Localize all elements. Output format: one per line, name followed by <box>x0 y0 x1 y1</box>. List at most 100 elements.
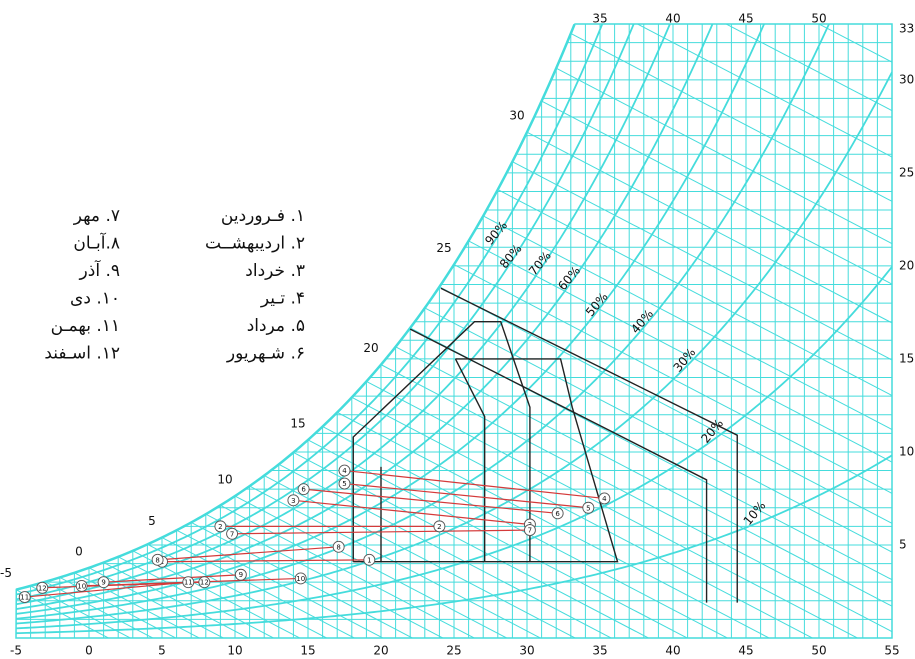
wet-bulb-line <box>234 495 507 638</box>
wet-bulb-line <box>731 23 892 638</box>
month-point: 8 <box>332 540 345 553</box>
wet-bulb-line <box>614 23 892 638</box>
x-tick-label: 20 <box>373 644 388 658</box>
month-point: 12 <box>36 581 49 594</box>
month-marker <box>582 501 595 514</box>
month-number: 11 <box>184 579 193 587</box>
month-number: 9 <box>239 571 243 579</box>
wet-bulb-line <box>278 463 612 638</box>
wet-bulb-line <box>628 23 892 638</box>
legend-entry: ۹. آذر <box>79 259 120 281</box>
wet-bulb-label: 15 <box>290 416 305 430</box>
month-number: 4 <box>602 495 607 503</box>
y-tick-label: 20 <box>899 258 914 272</box>
legend-entry: ۱۱. بهمـن <box>51 316 120 336</box>
x-tick-label: 15 <box>300 644 315 658</box>
month-range <box>103 574 241 583</box>
x-tick-label: 35 <box>592 644 607 658</box>
legend-entry: ۱۲. اسـفند <box>44 344 120 364</box>
wet-bulb-line <box>482 215 892 638</box>
month-number: 4 <box>342 467 347 475</box>
x-tick-label: 30 <box>519 644 534 658</box>
month-point: 5 <box>582 501 595 514</box>
month-point: 2 <box>214 520 227 533</box>
month-marker <box>234 568 247 581</box>
zone-line <box>440 287 738 603</box>
wet-bulb-line <box>336 411 770 638</box>
month-marker <box>433 520 446 533</box>
wet-bulb-line <box>774 23 892 638</box>
month-marker <box>287 494 300 507</box>
month-marker <box>198 576 211 589</box>
month-number: 6 <box>555 510 560 518</box>
y-tick-label: 10 <box>899 444 914 458</box>
rh-label: 60% <box>555 264 583 293</box>
month-marker <box>338 477 351 490</box>
y-tick-label: 5 <box>899 537 907 551</box>
wet-bulb-label: 30 <box>509 109 524 123</box>
wet-bulb-line <box>366 381 858 638</box>
wet-bulb-line <box>555 67 892 638</box>
month-point: 9 <box>234 568 247 581</box>
month-marker <box>297 483 310 496</box>
month-point: 10 <box>75 579 88 592</box>
legend-entry: ۱. فـروردین <box>221 206 305 226</box>
month-number: 5 <box>586 504 590 512</box>
x-tick-label: 10 <box>227 644 242 658</box>
month-marker <box>97 576 110 589</box>
month-point: 11 <box>182 576 195 589</box>
month-point: 6 <box>297 483 310 496</box>
month-point: 7 <box>226 527 239 540</box>
wet-bulb-label: 20 <box>363 341 378 355</box>
wet-bulb-line <box>526 131 892 638</box>
month-point: 11 <box>18 591 31 604</box>
wet-bulb-line <box>497 189 892 638</box>
wet-bulb-line <box>161 537 355 638</box>
zone-line <box>454 358 486 562</box>
month-point: 4 <box>598 492 611 505</box>
month-number: 8 <box>155 556 159 564</box>
x-tick-label: 40 <box>665 644 680 658</box>
month-number: 9 <box>101 579 105 587</box>
wet-bulb-label: 10 <box>217 473 232 487</box>
month-range <box>24 581 189 598</box>
wet-bulb-label: 0 <box>75 544 83 558</box>
month-range <box>161 559 370 563</box>
month-range <box>344 482 589 509</box>
month-number: 12 <box>38 584 47 592</box>
legend-entry: ۱۰. دی <box>70 289 120 309</box>
wet-bulb-line <box>599 23 892 638</box>
y-tick-label: 25 <box>899 165 914 179</box>
wet-bulb-label: 35 <box>592 12 607 26</box>
wet-bulb-line <box>541 100 892 638</box>
zone-line <box>353 358 619 563</box>
wet-bulb-line <box>570 33 892 638</box>
month-marker <box>36 581 49 594</box>
wet-bulb-line <box>117 556 274 638</box>
month-point: 3 <box>287 494 300 507</box>
month-point: 9 <box>97 576 110 589</box>
month-point: 1 <box>363 553 376 566</box>
legend-entry: ۴. تـیر <box>260 289 305 309</box>
month-marker <box>182 576 195 589</box>
frame <box>15 23 893 639</box>
month-point: 8 <box>151 553 164 566</box>
wet-bulb-line <box>468 240 892 638</box>
wet-bulb-line <box>701 23 892 638</box>
month-marker <box>338 464 351 477</box>
month-number: 7 <box>230 530 234 538</box>
month-marker <box>551 507 564 520</box>
wet-bulb-label: 45 <box>738 12 753 26</box>
legend-entry: ۷. مهر <box>73 206 120 226</box>
month-point: 6 <box>551 507 564 520</box>
y-tick-label: 15 <box>899 351 914 365</box>
rh-curve <box>16 266 892 630</box>
legend-entry: ۳. خرداد <box>245 261 305 281</box>
month-marker <box>151 553 164 566</box>
month-number: 6 <box>301 486 306 494</box>
x-tick-label: 50 <box>811 644 826 658</box>
wet-bulb-line <box>658 23 892 638</box>
wet-bulb-line <box>745 23 892 638</box>
wet-bulb-label: 5 <box>148 514 156 528</box>
